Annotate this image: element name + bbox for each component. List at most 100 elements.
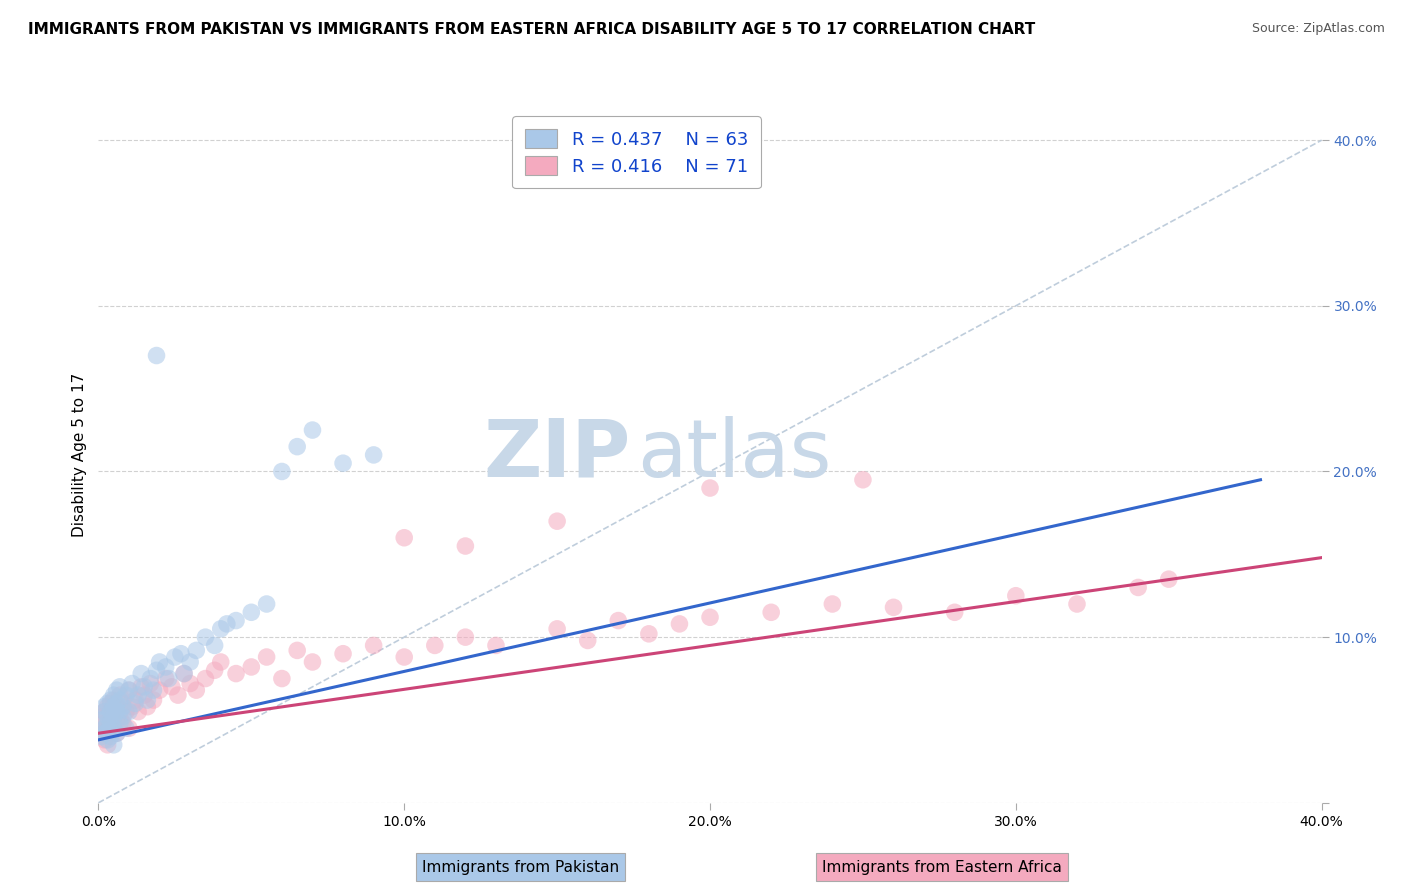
Point bbox=[118, 705, 141, 719]
Point bbox=[194, 672, 217, 686]
Point bbox=[270, 465, 292, 479]
Point bbox=[103, 709, 125, 723]
Point bbox=[301, 655, 323, 669]
Point bbox=[129, 680, 152, 694]
Point bbox=[108, 688, 131, 702]
Point bbox=[108, 705, 131, 719]
Point bbox=[943, 605, 966, 619]
Point bbox=[699, 610, 721, 624]
Point bbox=[105, 726, 128, 740]
Point bbox=[546, 514, 568, 528]
Point bbox=[103, 688, 125, 702]
Point bbox=[93, 732, 115, 747]
Point bbox=[100, 697, 122, 711]
Point bbox=[1004, 589, 1026, 603]
Point bbox=[173, 666, 195, 681]
Point bbox=[145, 349, 167, 363]
Point bbox=[108, 693, 131, 707]
Point bbox=[209, 655, 232, 669]
Point bbox=[124, 693, 146, 707]
Point bbox=[111, 697, 134, 711]
Text: ZIP: ZIP bbox=[484, 416, 630, 494]
Point bbox=[108, 680, 131, 694]
Point bbox=[90, 713, 112, 727]
Point bbox=[256, 597, 278, 611]
Point bbox=[204, 639, 226, 653]
Point bbox=[607, 614, 630, 628]
Point bbox=[105, 683, 128, 698]
Point bbox=[103, 721, 125, 735]
Point bbox=[155, 660, 177, 674]
Point bbox=[454, 539, 477, 553]
Point bbox=[546, 622, 568, 636]
Point bbox=[485, 639, 508, 653]
Text: IMMIGRANTS FROM PAKISTAN VS IMMIGRANTS FROM EASTERN AFRICA DISABILITY AGE 5 TO 1: IMMIGRANTS FROM PAKISTAN VS IMMIGRANTS F… bbox=[28, 22, 1035, 37]
Point bbox=[699, 481, 721, 495]
Point bbox=[108, 709, 131, 723]
Point bbox=[332, 456, 354, 470]
Point bbox=[90, 730, 112, 744]
Point bbox=[225, 614, 247, 628]
Point bbox=[136, 699, 159, 714]
Text: atlas: atlas bbox=[637, 416, 831, 494]
Point bbox=[105, 697, 128, 711]
Point bbox=[363, 639, 385, 653]
Text: Immigrants from Pakistan: Immigrants from Pakistan bbox=[422, 860, 619, 874]
Point bbox=[97, 699, 120, 714]
Point bbox=[1157, 572, 1180, 586]
Point bbox=[127, 688, 149, 702]
Point bbox=[142, 683, 165, 698]
Point bbox=[103, 705, 125, 719]
Point bbox=[103, 693, 125, 707]
Point bbox=[103, 738, 125, 752]
Point bbox=[363, 448, 385, 462]
Point bbox=[149, 683, 172, 698]
Point bbox=[100, 693, 122, 707]
Point bbox=[167, 688, 190, 702]
Point bbox=[115, 705, 138, 719]
Point bbox=[270, 672, 292, 686]
Point bbox=[240, 660, 263, 674]
Point bbox=[108, 716, 131, 731]
Point bbox=[136, 693, 159, 707]
Point bbox=[225, 666, 247, 681]
Point bbox=[115, 688, 138, 702]
Point bbox=[97, 716, 120, 731]
Point bbox=[103, 716, 125, 731]
Point bbox=[105, 699, 128, 714]
Point bbox=[100, 705, 122, 719]
Point bbox=[179, 655, 201, 669]
Point bbox=[115, 721, 138, 735]
Point bbox=[204, 663, 226, 677]
Point bbox=[105, 726, 128, 740]
Text: Immigrants from Eastern Africa: Immigrants from Eastern Africa bbox=[823, 860, 1062, 874]
Point bbox=[118, 721, 141, 735]
Point bbox=[97, 724, 120, 739]
Point bbox=[215, 616, 238, 631]
Point bbox=[145, 663, 167, 677]
Point bbox=[118, 683, 141, 698]
Point bbox=[157, 672, 180, 686]
Point bbox=[93, 726, 115, 740]
Point bbox=[121, 699, 143, 714]
Point bbox=[256, 650, 278, 665]
Point bbox=[97, 721, 120, 735]
Point bbox=[127, 705, 149, 719]
Point bbox=[194, 630, 217, 644]
Point bbox=[97, 738, 120, 752]
Point bbox=[285, 643, 308, 657]
Point bbox=[285, 440, 308, 454]
Point bbox=[155, 672, 177, 686]
Point bbox=[883, 600, 905, 615]
Point bbox=[97, 697, 120, 711]
Point bbox=[134, 688, 156, 702]
Text: Source: ZipAtlas.com: Source: ZipAtlas.com bbox=[1251, 22, 1385, 36]
Point bbox=[129, 666, 152, 681]
Point bbox=[124, 697, 146, 711]
Point bbox=[186, 643, 208, 657]
Point bbox=[111, 709, 134, 723]
Legend: R = 0.437    N = 63, R = 0.416    N = 71: R = 0.437 N = 63, R = 0.416 N = 71 bbox=[512, 116, 761, 188]
Point bbox=[93, 705, 115, 719]
Point bbox=[93, 716, 115, 731]
Point bbox=[90, 709, 112, 723]
